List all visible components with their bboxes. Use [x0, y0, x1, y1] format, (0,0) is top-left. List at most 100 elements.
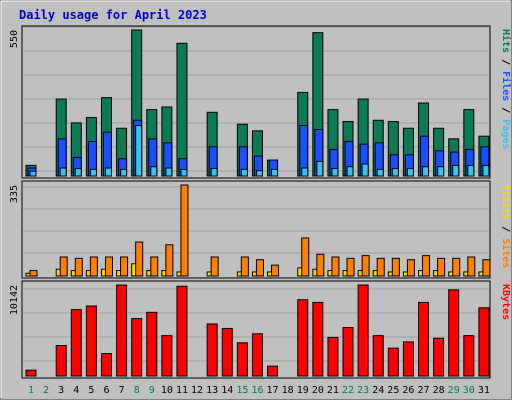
bar-kbytes-day-1: [25, 369, 37, 377]
bar-kbytes-day-31: [478, 307, 490, 377]
bar-sites-day-27: [422, 255, 431, 277]
bar-pages-day-24: [376, 168, 384, 177]
day-label-28: 28: [433, 385, 445, 396]
bar-pages-day-21: [331, 168, 339, 177]
day-label-30: 30: [463, 385, 475, 396]
bar-kbytes-day-6: [100, 353, 112, 377]
day-label-23: 23: [357, 385, 369, 396]
day-label-4: 4: [73, 385, 79, 396]
day-label-7: 7: [119, 385, 125, 396]
panel-visits: 335 Visits / Sites: [9, 180, 512, 279]
day-label-20: 20: [312, 385, 324, 396]
legend-item: /: [500, 53, 511, 71]
day-label-27: 27: [417, 385, 429, 396]
bar-sites-day-19: [301, 237, 310, 277]
axis-max-label: 335: [9, 185, 20, 203]
bar-kbytes-day-15: [236, 342, 248, 377]
bar-pages-day-29: [452, 164, 460, 177]
legend-item: /: [500, 101, 511, 119]
day-label-24: 24: [372, 385, 384, 396]
bar-kbytes-day-21: [327, 336, 339, 377]
panel-kbytes: 10142 KBytes: [9, 280, 511, 379]
bar-sites-day-15: [240, 256, 249, 277]
bar-sites-day-28: [437, 257, 446, 277]
day-label-29: 29: [448, 385, 460, 396]
bar-kbytes-day-11: [176, 285, 188, 377]
bar-pages-day-7: [120, 168, 128, 177]
bar-pages-day-3: [59, 167, 67, 177]
bar-sites-day-25: [391, 257, 400, 277]
bar-sites-day-21: [331, 256, 340, 277]
bar-sites-day-17: [271, 264, 280, 277]
day-label-8: 8: [134, 385, 140, 396]
bar-pages-day-6: [104, 167, 112, 177]
bar-kbytes-day-28: [433, 337, 445, 377]
legend-item: Pages: [500, 119, 511, 149]
bar-sites-day-13: [210, 256, 219, 277]
bar-sites-day-29: [452, 257, 461, 277]
bar-kbytes-day-17: [267, 365, 279, 377]
bar-pages-day-13: [210, 168, 218, 177]
bar-kbytes-day-14: [221, 327, 233, 377]
bar-pages-day-17: [271, 168, 279, 177]
day-label-1: 1: [28, 385, 34, 396]
bar-pages-day-31: [482, 164, 490, 177]
bar-pages-day-15: [240, 168, 248, 177]
legend-item: KBytes: [500, 284, 511, 320]
day-label-15: 15: [236, 385, 248, 396]
panel-hits: 550 Hits / Files / Pages: [9, 25, 512, 179]
bar-kbytes-day-5: [85, 305, 97, 377]
bar-pages-day-23: [361, 163, 369, 177]
bar-kbytes-day-10: [161, 335, 173, 377]
day-label-9: 9: [149, 385, 155, 396]
day-label-3: 3: [58, 385, 64, 396]
bar-kbytes-day-20: [312, 301, 324, 377]
day-label-2: 2: [43, 385, 49, 396]
axis-max-label: 550: [9, 30, 20, 48]
day-label-10: 10: [161, 385, 173, 396]
bar-kbytes-day-29: [448, 289, 460, 377]
bar-kbytes-day-19: [297, 299, 309, 377]
bar-sites-day-3: [59, 256, 68, 277]
day-label-19: 19: [297, 385, 309, 396]
bar-kbytes-day-23: [357, 284, 369, 377]
bar-pages-day-25: [391, 168, 399, 177]
legend-item: /: [500, 220, 511, 238]
bar-sites-day-11: [180, 184, 189, 277]
bar-kbytes-day-22: [342, 327, 354, 377]
bar-sites-day-16: [255, 259, 264, 277]
bar-sites-day-10: [165, 244, 174, 277]
bar-hits-day-11: [176, 42, 188, 177]
bar-pages-day-30: [467, 164, 475, 177]
bar-sites-day-24: [376, 257, 385, 277]
bar-sites-day-7: [120, 256, 129, 277]
bar-kbytes-day-26: [402, 341, 414, 377]
bar-kbytes-day-27: [418, 301, 430, 377]
bar-kbytes-day-3: [55, 344, 67, 377]
day-label-6: 6: [103, 385, 109, 396]
panel-legend: Hits / Files / Pages: [500, 29, 512, 149]
day-label-26: 26: [402, 385, 414, 396]
bar-sites-day-30: [467, 256, 476, 277]
day-label-22: 22: [342, 385, 354, 396]
bar-pages-day-22: [346, 166, 354, 177]
bar-kbytes-day-30: [463, 335, 475, 377]
bar-sites-day-8: [135, 241, 144, 277]
bar-sites-day-23: [361, 255, 370, 277]
bar-sites-day-22: [346, 257, 355, 277]
bar-sites-day-9: [150, 256, 159, 277]
bar-pages-day-16: [255, 170, 263, 177]
day-label-14: 14: [221, 385, 233, 396]
day-label-13: 13: [206, 385, 218, 396]
bar-pages-day-8: [135, 125, 143, 177]
bar-kbytes-day-25: [387, 347, 399, 377]
bar-kbytes-day-13: [206, 323, 218, 377]
bar-pages-day-28: [437, 166, 445, 177]
day-label-16: 16: [251, 385, 263, 396]
bar-sites-day-5: [89, 256, 98, 277]
bar-pages-day-10: [165, 167, 173, 177]
bar-kbytes-day-4: [70, 309, 82, 377]
bar-kbytes-day-7: [116, 284, 128, 377]
bar-pages-day-9: [150, 166, 158, 177]
bar-pages-day-27: [422, 166, 430, 177]
